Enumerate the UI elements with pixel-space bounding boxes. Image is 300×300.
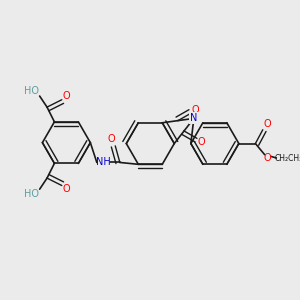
Text: CH₂CH₃: CH₂CH₃ — [274, 154, 300, 163]
Text: O: O — [63, 91, 70, 101]
Text: HO: HO — [24, 86, 39, 96]
Text: O: O — [192, 104, 200, 115]
Text: O: O — [264, 119, 271, 129]
Text: O: O — [108, 134, 116, 144]
Text: N: N — [190, 113, 197, 123]
Text: HO: HO — [24, 189, 39, 199]
Text: NH: NH — [96, 158, 111, 167]
Text: O: O — [63, 184, 70, 194]
Text: O: O — [264, 153, 271, 163]
Text: O: O — [198, 137, 206, 147]
